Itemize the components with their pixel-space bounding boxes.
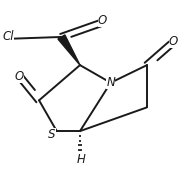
Text: O: O [169, 35, 178, 48]
Text: N: N [106, 76, 115, 89]
Text: Cl: Cl [2, 30, 14, 43]
Text: H: H [77, 153, 86, 166]
Polygon shape [58, 35, 80, 65]
Text: O: O [15, 70, 24, 83]
Text: S: S [48, 128, 56, 141]
Text: O: O [98, 14, 107, 27]
